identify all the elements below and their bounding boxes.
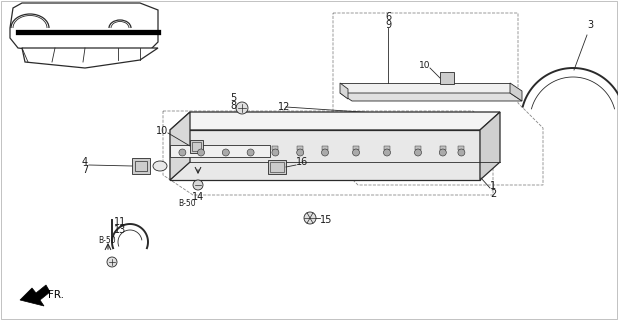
Text: 5: 5	[230, 93, 236, 103]
Text: B-50: B-50	[178, 199, 196, 208]
Polygon shape	[190, 140, 203, 153]
Text: 8: 8	[230, 101, 236, 111]
Circle shape	[107, 257, 117, 267]
Polygon shape	[297, 146, 303, 149]
Text: 6: 6	[385, 12, 391, 22]
Text: 10: 10	[156, 126, 168, 136]
Polygon shape	[440, 72, 454, 84]
Text: 11: 11	[114, 217, 126, 227]
Text: B-50: B-50	[98, 236, 116, 245]
Circle shape	[198, 149, 205, 156]
Polygon shape	[170, 145, 270, 157]
Text: 2: 2	[490, 189, 496, 199]
Text: 4: 4	[82, 157, 88, 167]
Text: 1: 1	[490, 181, 496, 191]
Polygon shape	[20, 285, 50, 306]
Polygon shape	[370, 113, 383, 124]
Polygon shape	[22, 48, 158, 68]
Text: FR.: FR.	[48, 290, 64, 300]
Polygon shape	[340, 83, 510, 93]
Circle shape	[193, 180, 203, 190]
Text: 15: 15	[320, 215, 332, 225]
Polygon shape	[353, 146, 359, 149]
Circle shape	[304, 212, 316, 224]
Circle shape	[222, 149, 229, 156]
Polygon shape	[340, 120, 480, 128]
Polygon shape	[170, 112, 190, 180]
Polygon shape	[459, 146, 464, 149]
Polygon shape	[170, 130, 480, 180]
Text: 13: 13	[114, 225, 126, 235]
Polygon shape	[340, 120, 346, 133]
Text: 16: 16	[296, 157, 308, 167]
Polygon shape	[415, 146, 421, 149]
Text: 14: 14	[192, 192, 205, 202]
Circle shape	[458, 149, 465, 156]
Polygon shape	[340, 93, 522, 101]
Circle shape	[321, 149, 329, 156]
Polygon shape	[340, 83, 348, 99]
Polygon shape	[480, 120, 490, 135]
Polygon shape	[322, 146, 328, 149]
Circle shape	[297, 149, 303, 156]
Polygon shape	[223, 146, 229, 149]
Polygon shape	[179, 146, 185, 149]
Circle shape	[415, 149, 421, 156]
Circle shape	[384, 149, 391, 156]
Polygon shape	[273, 146, 278, 149]
Polygon shape	[170, 112, 500, 130]
Text: 12: 12	[278, 102, 290, 112]
Polygon shape	[268, 160, 286, 174]
Polygon shape	[198, 146, 204, 149]
Polygon shape	[248, 146, 253, 149]
Circle shape	[247, 149, 254, 156]
Polygon shape	[510, 83, 522, 101]
Text: 3: 3	[587, 20, 593, 30]
Circle shape	[352, 149, 360, 156]
Circle shape	[439, 149, 446, 156]
Polygon shape	[132, 158, 150, 174]
Text: 9: 9	[385, 20, 391, 30]
Polygon shape	[440, 146, 446, 149]
Polygon shape	[384, 146, 390, 149]
Polygon shape	[340, 128, 490, 135]
Circle shape	[179, 149, 186, 156]
Polygon shape	[480, 112, 500, 180]
Ellipse shape	[153, 161, 167, 171]
Circle shape	[236, 102, 248, 114]
Text: 7: 7	[82, 165, 88, 175]
Polygon shape	[10, 3, 158, 52]
Text: 10: 10	[418, 60, 430, 69]
Circle shape	[272, 149, 279, 156]
